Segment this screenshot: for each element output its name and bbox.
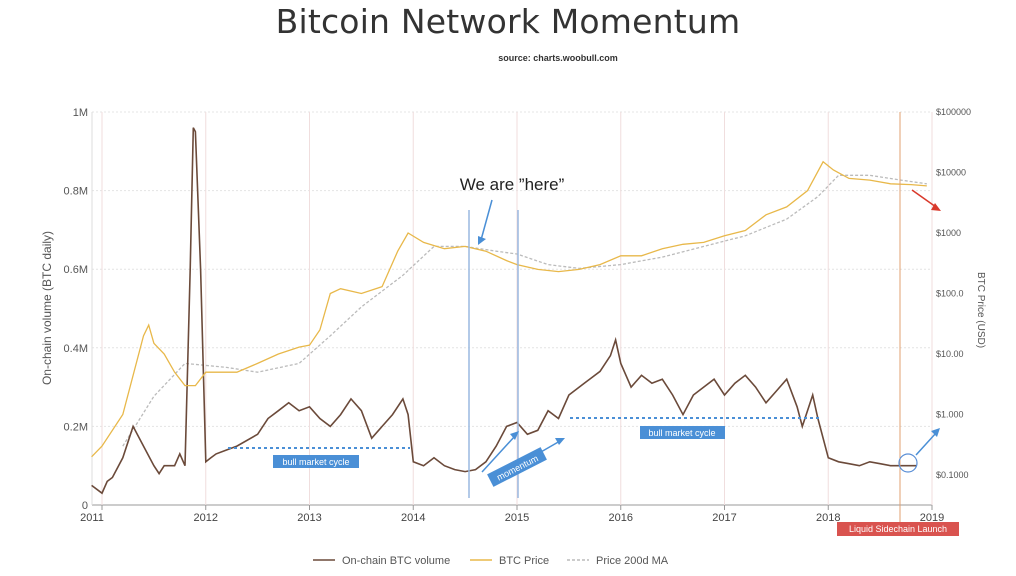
arrow-head-down-right: [931, 203, 941, 211]
bull-cycle-label-bg-1: [273, 455, 359, 468]
bull-cycle-label-1: bull market cycle: [282, 457, 349, 467]
chart-title: Bitcoin Network Momentum: [275, 2, 741, 41]
x-tick-label: 2013: [297, 512, 321, 524]
arrow-head-we-are-here: [478, 236, 486, 245]
series-lines: [91, 127, 927, 495]
bull-cycle-label-2: bull market cycle: [648, 428, 715, 438]
y-axis-right-label: BTC Price (USD): [975, 272, 986, 348]
annotation-we-are-here: We are ”here”: [460, 175, 565, 194]
x-tick-label: 2017: [712, 512, 736, 524]
x-tick-label: 2014: [401, 512, 425, 524]
y-right-tick-label: $10.00: [936, 349, 964, 359]
y-left-tick-label: 1M: [73, 107, 88, 119]
legend-item-volume-label: On-chain BTC volume: [342, 555, 450, 567]
y-right-tick-label: $1.000: [936, 410, 964, 420]
y-right-tick-label: $1000: [936, 228, 961, 238]
arrow-up-right: [915, 432, 937, 456]
y-left-tick-label: 0: [82, 500, 88, 512]
arrow-head-momentum-2: [555, 438, 565, 445]
y-axis-left-ticks: 0 0.2M 0.4M 0.6M 0.8M 1M: [64, 107, 88, 512]
y-right-tick-label: $100.0: [936, 289, 964, 299]
arrow-head-up-right: [931, 428, 940, 437]
arrow-down-right: [911, 189, 937, 208]
x-tick-label: 2011: [80, 512, 104, 524]
y-left-tick-label: 0.4M: [64, 343, 88, 355]
series-line-ma: [122, 174, 927, 447]
arrow-momentum-2: [526, 440, 561, 461]
y-right-tick-label: $0.1000: [936, 470, 969, 480]
arrow-we-are-here: [480, 199, 493, 241]
sidechain-label-bg: [837, 522, 959, 536]
y-left-tick-label: 0.6M: [64, 264, 88, 276]
bull-cycle-label-bg-2: [640, 426, 725, 439]
arrow-head-momentum-1: [510, 431, 519, 440]
series-line-volume: [91, 127, 917, 495]
x-tick-label: 2019: [920, 512, 944, 524]
sidechain-label: Liquid Sidechain Launch: [849, 524, 947, 534]
annotations: We are ”here”bull market cycle momentumbu…: [228, 112, 959, 536]
arrow-momentum-1: [481, 435, 516, 473]
legend-item-ma-label: Price 200d MA: [596, 555, 669, 567]
gridlines: [91, 111, 933, 510]
y-left-tick-label: 0.8M: [64, 186, 88, 198]
y-axis-right-ticks: $0.1000 $1.000 $10.00 $100.0 $1000 $10000 $100…: [936, 107, 971, 480]
x-tick-label: 2016: [609, 512, 633, 524]
x-tick-label: 2012: [194, 512, 218, 524]
y-axis-left-label: On-chain volume (BTC daily): [40, 231, 54, 385]
legend-item-price-label: BTC Price: [499, 555, 549, 567]
series-line-price: [91, 160, 927, 458]
y-left-tick-label: 0.2M: [64, 421, 88, 433]
y-right-tick-label: $100000: [936, 107, 971, 117]
x-axis-ticks: 2011 2012 2013 2014 2015 2016 2017 2018 2019: [80, 512, 944, 524]
legend: On-chain BTC volume BTC Price Price 200d M…: [313, 555, 669, 567]
x-tick-label: 2015: [505, 512, 529, 524]
current-point-circle: [898, 453, 918, 473]
chart-subtitle: source: charts.woobull.com: [498, 53, 618, 63]
x-tick-label: 2018: [816, 512, 840, 524]
y-right-tick-label: $10000: [936, 168, 966, 178]
